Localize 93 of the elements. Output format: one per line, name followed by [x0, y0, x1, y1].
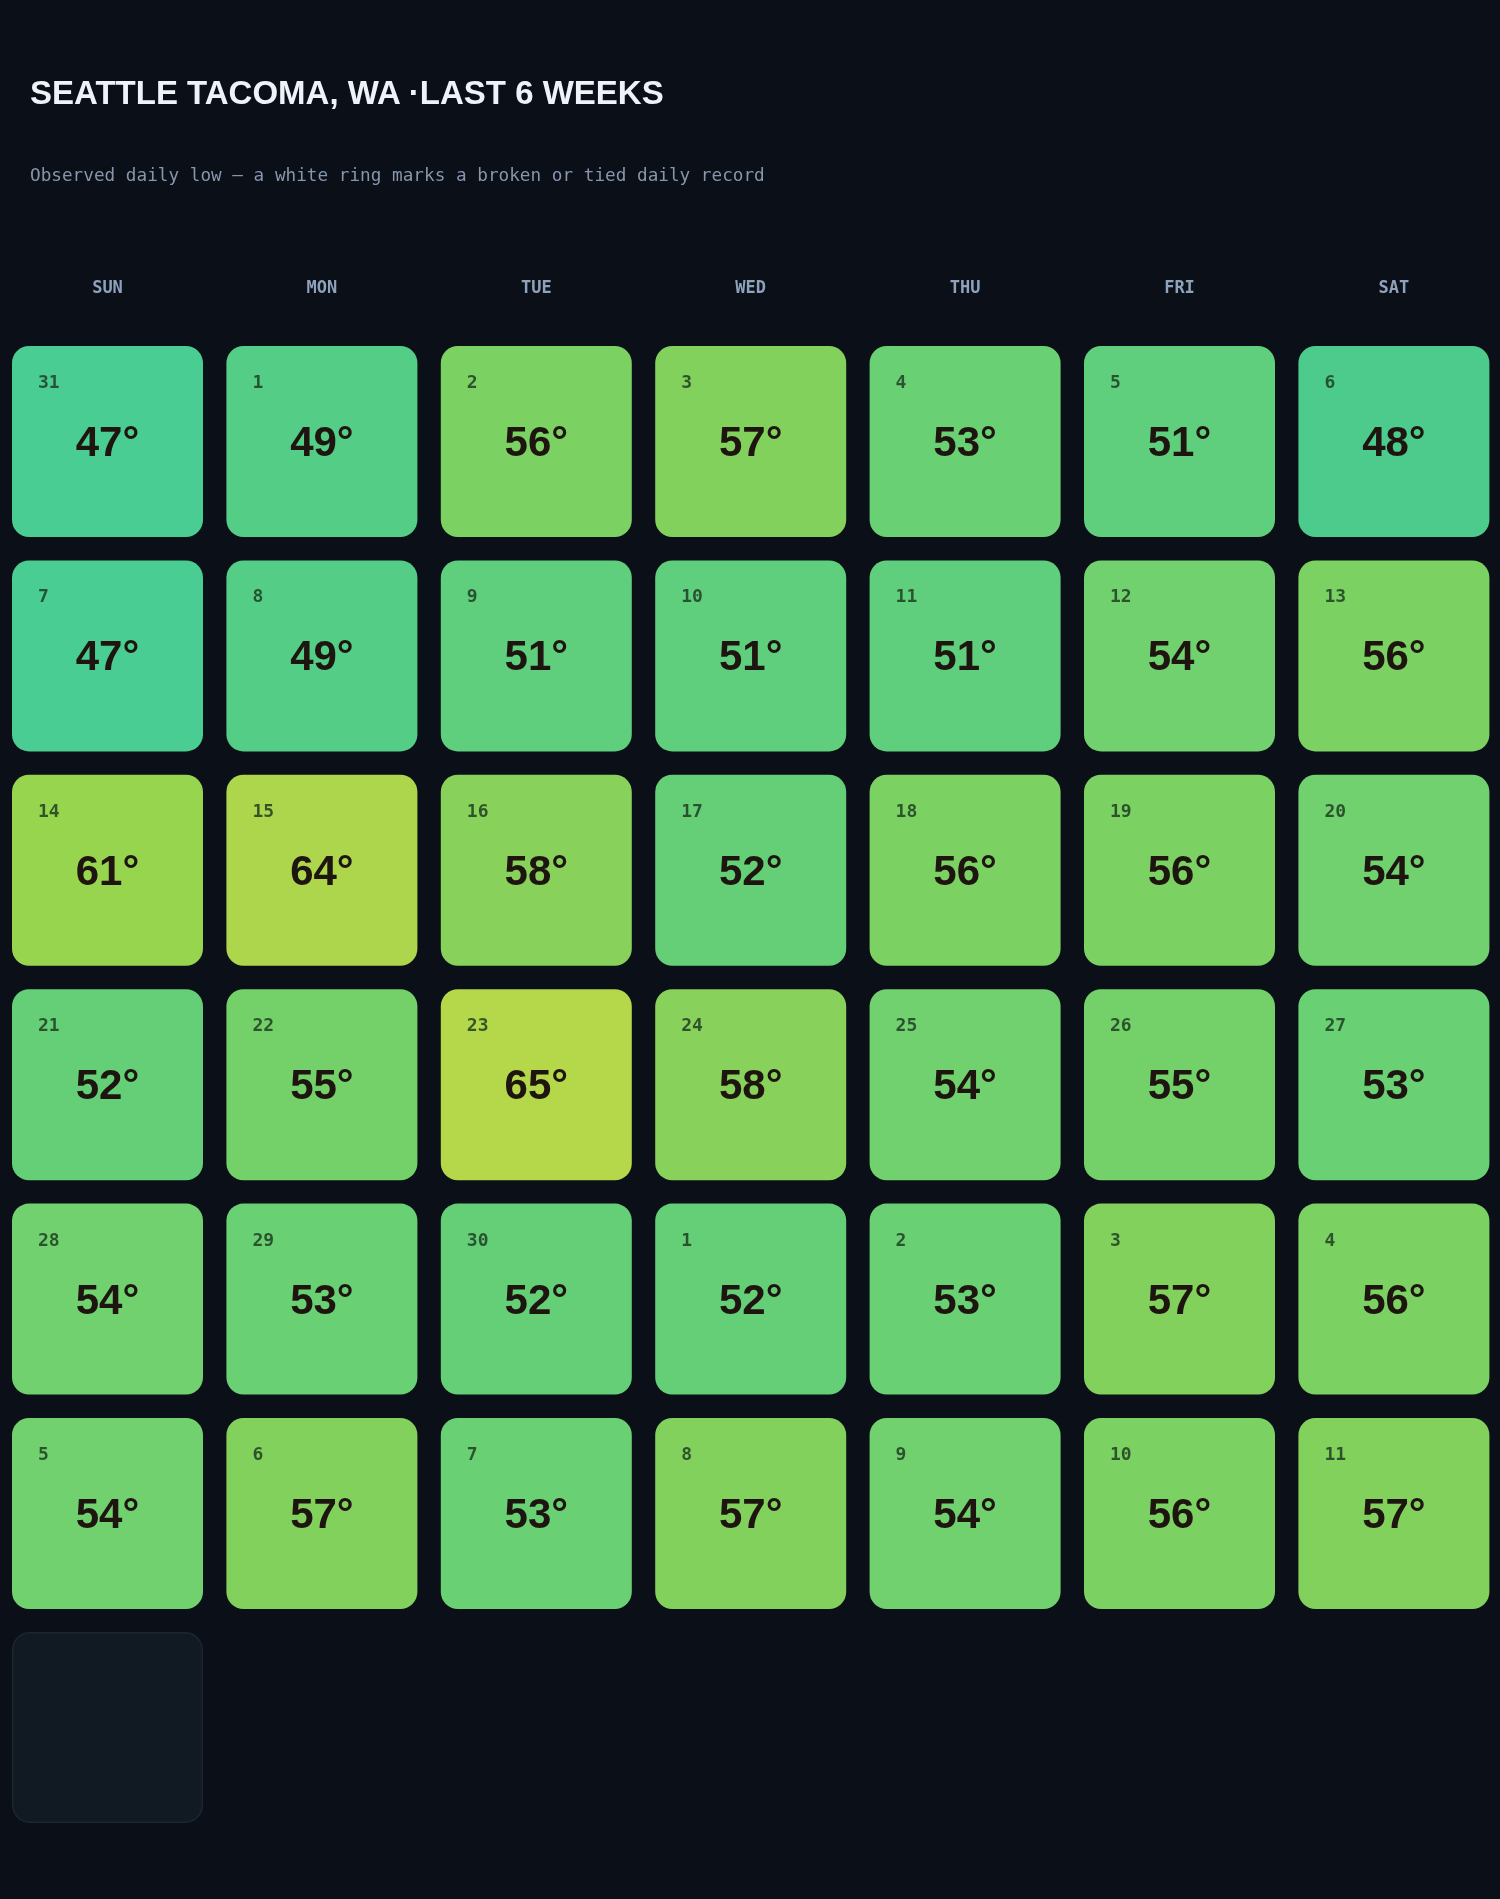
data-label: 54°	[933, 1490, 997, 1537]
data-label: 54°	[75, 1275, 140, 1323]
x-tick-label: THU	[949, 277, 981, 297]
data-label: 57°	[718, 1490, 783, 1537]
data-label: 52°	[718, 1275, 783, 1323]
annotation: 14	[38, 799, 60, 821]
annotation: 16	[466, 799, 489, 821]
annotation: 20	[1324, 799, 1347, 821]
data-label: 49°	[290, 632, 354, 680]
annotation: 1	[252, 371, 264, 392]
annotation: 18	[895, 799, 918, 821]
x-tick-label: TUE	[520, 277, 552, 297]
annotation: 3	[681, 371, 693, 392]
annotation: 8	[252, 585, 264, 607]
annotation: 26	[1110, 1014, 1132, 1036]
annotation: 25	[895, 1014, 918, 1036]
annotation: 9	[895, 1443, 907, 1464]
data-label: 57°	[1362, 1490, 1426, 1537]
annotation: 12	[1110, 585, 1132, 607]
annotation: 17	[681, 799, 703, 821]
data-label: 53°	[504, 1490, 569, 1537]
annotation: 22	[252, 1014, 275, 1036]
annotation: 3	[1110, 1228, 1121, 1250]
data-label: 52°	[718, 846, 783, 894]
annotation: 29	[252, 1228, 275, 1250]
data-label: 54°	[933, 1061, 997, 1109]
data-label: 54°	[75, 1490, 140, 1537]
data-label: 47°	[75, 418, 140, 465]
data-label: 61°	[75, 846, 140, 894]
data-label: 56°	[1362, 632, 1426, 680]
data-label: 51°	[1147, 418, 1212, 465]
data-label: 57°	[718, 418, 783, 465]
annotation: 6	[252, 1443, 264, 1464]
annotation: 1	[681, 1228, 693, 1250]
data-label: 56°	[1147, 1490, 1212, 1537]
annotation: 6	[1324, 371, 1336, 392]
annotation: 28	[38, 1228, 60, 1250]
annotation: 31	[38, 371, 60, 392]
annotation: 10	[681, 585, 703, 607]
annotation: 10	[1110, 1443, 1132, 1464]
data-label: 56°	[1147, 846, 1212, 894]
data-label: 58°	[504, 846, 569, 894]
data-label: 51°	[933, 632, 997, 680]
x-tick-label: SAT	[1378, 277, 1410, 297]
annotation: 8	[681, 1443, 693, 1464]
data-label: 58°	[718, 1061, 783, 1109]
data-label: 52°	[75, 1061, 140, 1109]
data-label: 51°	[504, 632, 569, 680]
data-label: 64°	[290, 846, 354, 894]
data-label: 65°	[504, 1061, 569, 1109]
x-tick-label: MON	[306, 277, 338, 297]
annotation: 5	[1110, 371, 1121, 392]
data-label: 53°	[933, 418, 997, 465]
annotation: 9	[466, 585, 478, 607]
data-label: 53°	[933, 1275, 997, 1323]
annotation: 7	[38, 585, 49, 607]
data-label: 54°	[1147, 632, 1212, 680]
data-label: 48°	[1362, 418, 1426, 465]
chart-title: SEATTLE TACOMA, WA ·LAST 6 WEEKS	[30, 74, 664, 111]
annotation: 15	[252, 799, 275, 821]
x-tick-label: WED	[735, 277, 767, 297]
annotation: 23	[466, 1014, 489, 1036]
chart-subtitle: Observed daily low — a white ring marks a broken or tied daily record	[30, 165, 765, 185]
data-label: 57°	[290, 1490, 354, 1537]
data-label: 55°	[290, 1061, 354, 1109]
annotation: 4	[895, 371, 907, 392]
data-label: 56°	[1362, 1275, 1426, 1323]
annotation: 7	[466, 1443, 478, 1464]
x-tick-label: SUN	[92, 277, 123, 297]
data-label: 54°	[1362, 846, 1426, 894]
annotation: 11	[1324, 1443, 1347, 1464]
data-label: 52°	[504, 1275, 569, 1323]
data-label: 47°	[75, 632, 140, 680]
annotation: 30	[466, 1228, 489, 1250]
annotation: 11	[895, 585, 918, 607]
x-tick-label: FRI	[1164, 277, 1195, 297]
data-label: 56°	[504, 418, 569, 465]
annotation: 21	[38, 1014, 60, 1036]
data-label: 49°	[290, 418, 354, 465]
data-label: 55°	[1147, 1061, 1212, 1109]
annotation: 13	[1324, 585, 1347, 607]
annotation: 24	[681, 1014, 704, 1036]
annotation: 5	[38, 1443, 49, 1464]
annotation: 2	[895, 1228, 907, 1250]
data-label: 57°	[1147, 1275, 1212, 1323]
data-label: 56°	[933, 846, 997, 894]
data-label: 53°	[1362, 1061, 1426, 1109]
data-label: 51°	[718, 632, 783, 680]
annotation: 19	[1110, 799, 1132, 821]
annotation: 4	[1324, 1228, 1336, 1250]
data-label: 53°	[290, 1275, 354, 1323]
annotation: 2	[466, 371, 478, 392]
annotation: 27	[1324, 1014, 1347, 1036]
